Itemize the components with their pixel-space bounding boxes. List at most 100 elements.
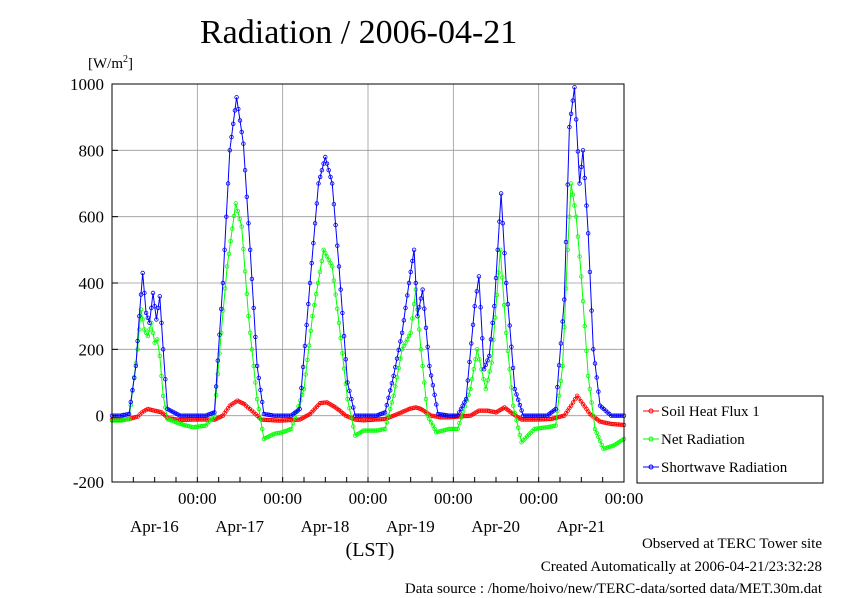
- data-point: [330, 181, 335, 186]
- data-point: [314, 291, 319, 297]
- data-point: [126, 416, 132, 422]
- data-point: [222, 247, 227, 252]
- data-point: [147, 320, 152, 325]
- data-point: [403, 340, 408, 345]
- data-point: [341, 333, 347, 339]
- data-point: [472, 304, 477, 309]
- data-point: [384, 402, 389, 408]
- data-point: [241, 141, 246, 146]
- data-point: [594, 375, 599, 380]
- data-point: [388, 406, 393, 412]
- data-point: [310, 314, 315, 319]
- data-point: [480, 336, 485, 341]
- data-point: [575, 234, 581, 239]
- data-point: [394, 356, 400, 361]
- data-point: [233, 201, 238, 206]
- data-point: [217, 332, 222, 337]
- data-point: [468, 386, 473, 392]
- data-point: [143, 330, 149, 335]
- data-point: [572, 396, 578, 402]
- data-point: [393, 365, 398, 370]
- data-point: [130, 387, 135, 393]
- data-point: [570, 400, 576, 405]
- data-point: [410, 316, 415, 321]
- data-point: [241, 246, 246, 252]
- data-point: [422, 380, 427, 385]
- data-point: [487, 353, 492, 359]
- data-point: [328, 260, 333, 266]
- data-point: [509, 385, 514, 390]
- data-point: [574, 117, 579, 122]
- x-tick-date-label: Apr-18: [301, 517, 350, 536]
- data-point: [321, 247, 326, 252]
- data-point: [417, 327, 422, 332]
- data-point: [423, 325, 429, 330]
- data-point: [517, 402, 523, 408]
- data-point: [258, 416, 263, 422]
- data-point: [318, 174, 323, 180]
- data-point: [319, 258, 324, 264]
- y-unit-superscript: 2: [123, 54, 128, 65]
- data-point: [582, 175, 587, 181]
- data-point: [324, 161, 330, 166]
- x-tick-date-label: Apr-19: [386, 517, 435, 536]
- data-point: [483, 386, 488, 392]
- data-point: [301, 386, 307, 392]
- data-point: [491, 337, 496, 343]
- data-point: [159, 320, 164, 325]
- data-point: [254, 363, 260, 369]
- data-point: [201, 423, 207, 429]
- data-point: [336, 320, 342, 325]
- data-point: [338, 335, 343, 341]
- data-point: [498, 247, 503, 252]
- x-tick-time-label: 00:00: [605, 489, 644, 508]
- data-point: [413, 280, 418, 286]
- data-point: [349, 415, 354, 420]
- data-point: [512, 410, 517, 416]
- data-point: [249, 276, 255, 282]
- data-point: [423, 396, 429, 402]
- data-point: [381, 427, 386, 432]
- data-point: [560, 413, 565, 419]
- data-point: [406, 333, 412, 339]
- data-point: [420, 287, 425, 292]
- data-point: [463, 396, 469, 402]
- data-point: [487, 369, 492, 374]
- data-point: [147, 327, 152, 332]
- data-point: [504, 280, 509, 286]
- data-point: [131, 375, 137, 381]
- x-tick-time-label: 00:00: [519, 489, 558, 508]
- data-point: [485, 358, 490, 363]
- data-point: [587, 269, 593, 275]
- data-point: [133, 414, 139, 420]
- legend-box: [636, 395, 824, 484]
- data-point: [396, 347, 401, 353]
- data-point: [140, 270, 145, 276]
- data-point: [406, 280, 412, 286]
- data-point: [389, 400, 395, 405]
- data-point: [417, 305, 422, 310]
- data-point: [586, 373, 591, 379]
- data-point: [584, 348, 589, 354]
- data-point: [512, 386, 517, 392]
- data-point: [455, 413, 460, 418]
- data-point: [495, 247, 500, 252]
- data-point: [596, 434, 601, 440]
- data-point: [150, 330, 156, 335]
- data-point: [382, 426, 388, 432]
- data-point: [580, 148, 586, 153]
- data-point: [462, 400, 467, 405]
- data-point: [393, 384, 398, 389]
- data-point: [560, 319, 565, 324]
- data-point: [305, 357, 310, 363]
- data-point: [157, 353, 162, 359]
- data-point: [453, 426, 459, 432]
- data-point: [500, 275, 505, 280]
- data-point: [159, 373, 164, 379]
- data-point: [228, 238, 233, 244]
- data-point: [160, 393, 166, 398]
- data-point: [567, 214, 572, 219]
- data-point: [335, 306, 340, 311]
- data-point: [490, 320, 495, 325]
- data-point: [212, 410, 217, 415]
